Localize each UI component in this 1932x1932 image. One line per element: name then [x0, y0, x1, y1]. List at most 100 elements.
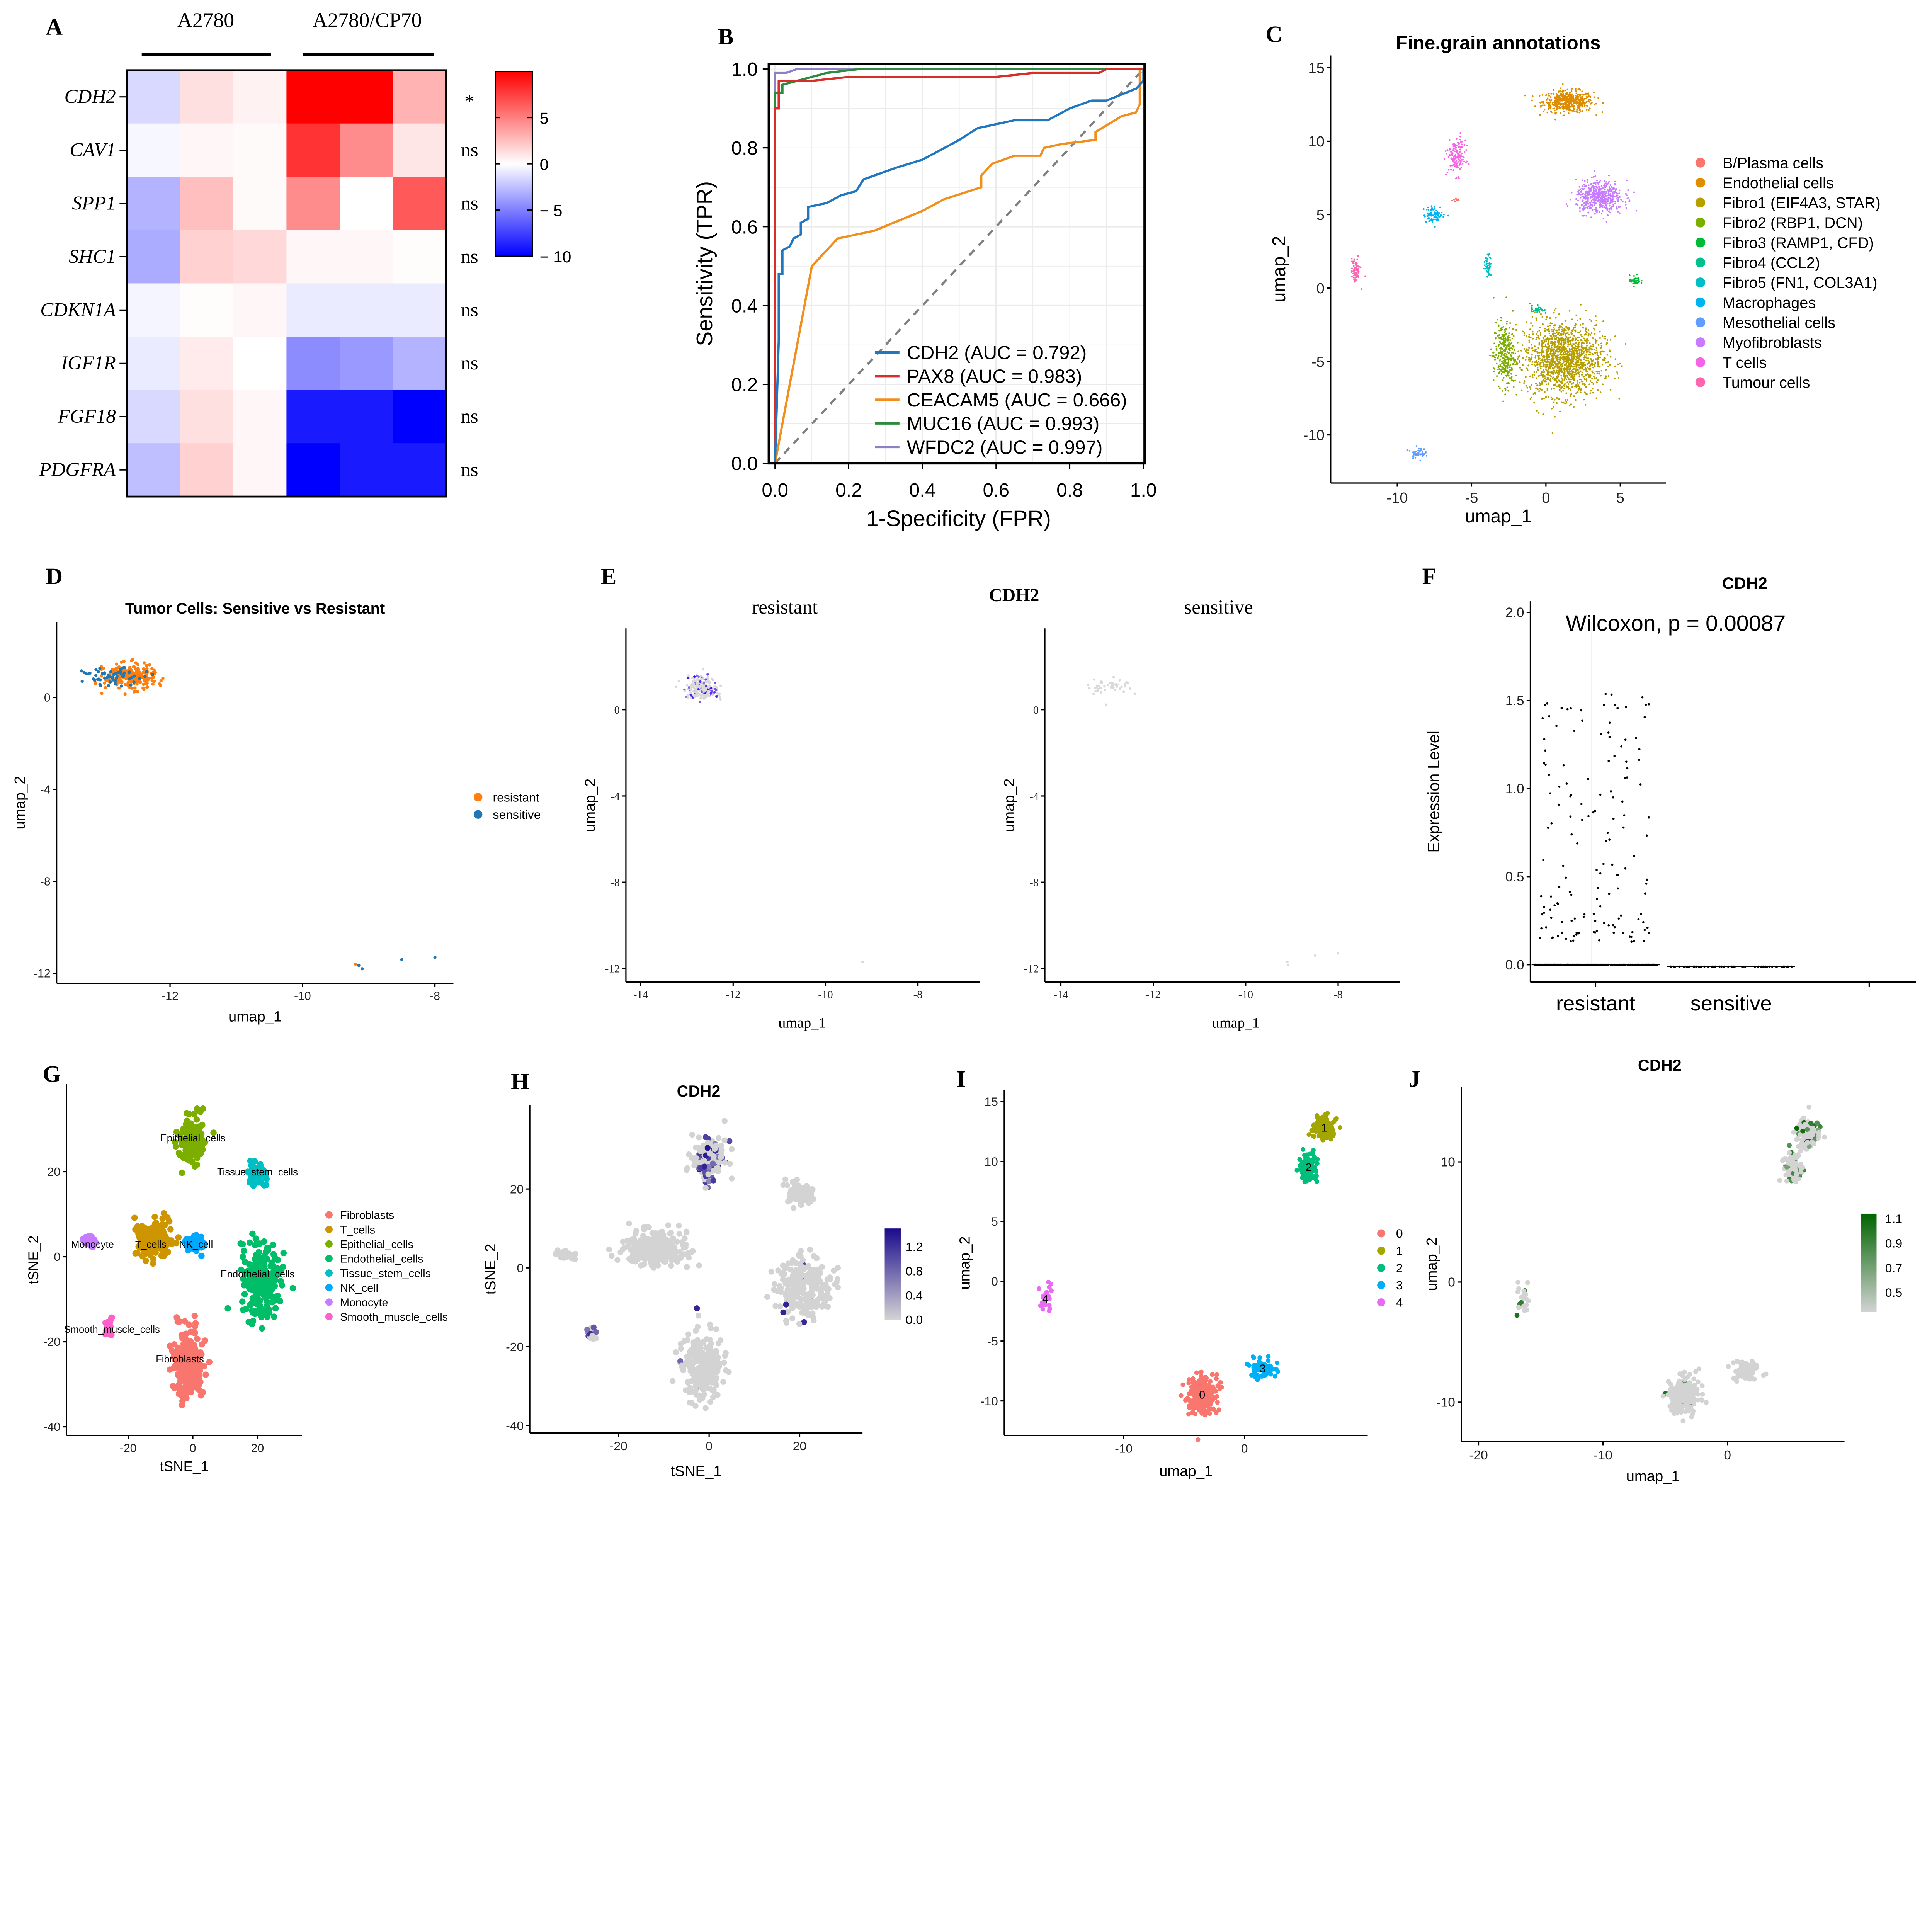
point: [1519, 367, 1521, 369]
point: [1569, 365, 1571, 367]
point: [1579, 210, 1581, 212]
point: [1460, 163, 1462, 165]
point: [1357, 276, 1359, 279]
point: [1581, 350, 1583, 352]
expressing-point: [687, 686, 690, 689]
point: [1598, 187, 1600, 189]
point: [1529, 359, 1531, 361]
point: [1573, 354, 1575, 355]
x-tick-label: -8: [430, 990, 440, 1003]
point: [1499, 387, 1501, 389]
point: [1509, 349, 1511, 352]
point: [1538, 344, 1540, 346]
expression-point: [1573, 917, 1576, 920]
point: [1595, 114, 1597, 116]
point: [1564, 98, 1566, 100]
expression-point: [1548, 715, 1551, 718]
point: [1553, 89, 1554, 91]
point: [142, 688, 146, 692]
point: [1562, 352, 1565, 354]
point: [1591, 378, 1593, 380]
point: [1353, 265, 1355, 267]
point: [1587, 329, 1589, 331]
expression-point: [1592, 931, 1595, 934]
point: [1568, 354, 1571, 356]
point: [1563, 342, 1565, 344]
expression-point: [1543, 912, 1545, 914]
point: [1575, 384, 1577, 386]
point: [707, 690, 710, 693]
point: [1558, 341, 1560, 344]
point: [1566, 336, 1568, 338]
point: [1626, 197, 1628, 199]
expressing-point: [715, 689, 718, 692]
expression-point: [1639, 783, 1642, 786]
expression-point: [1572, 939, 1575, 942]
legend-label: sensitive: [493, 808, 541, 821]
expression-point: [1611, 863, 1614, 866]
point: [1564, 372, 1566, 374]
point: [1541, 389, 1543, 391]
point: [1591, 361, 1593, 362]
point: [1585, 101, 1587, 103]
point: [1570, 364, 1572, 366]
point: [1540, 373, 1542, 375]
point: [1539, 367, 1542, 369]
point: [1577, 391, 1579, 393]
point: [1559, 384, 1561, 386]
point: [1560, 92, 1561, 95]
expressing-point: [706, 673, 709, 676]
point: [1583, 337, 1585, 339]
point: [1523, 332, 1525, 334]
point: [1586, 345, 1588, 347]
point: [1531, 356, 1533, 358]
point: [1581, 364, 1583, 366]
point: [119, 672, 123, 675]
point: [1566, 340, 1568, 342]
point: [103, 672, 106, 675]
point: [1553, 360, 1555, 362]
point: [1509, 339, 1511, 341]
point: [718, 696, 721, 699]
y-axis-label: umap_2: [12, 776, 28, 829]
expression-point: [1644, 892, 1646, 895]
point: [699, 693, 702, 696]
point: [1507, 360, 1509, 362]
facet-title: sensitive: [1184, 597, 1253, 618]
expression-point: [1599, 905, 1602, 908]
point: [1566, 357, 1568, 359]
point: [1582, 94, 1584, 96]
point: [1569, 367, 1571, 369]
point: [1537, 361, 1540, 363]
point: [1460, 141, 1462, 143]
plot-title: CDH2: [1722, 574, 1767, 593]
point: [1109, 686, 1112, 689]
point: [1578, 336, 1580, 338]
point: [108, 675, 112, 678]
point: [1497, 357, 1499, 359]
point: [1455, 148, 1457, 150]
point: [1459, 146, 1461, 148]
point: [1583, 202, 1585, 204]
point: [1599, 391, 1602, 393]
legend-key: [1695, 257, 1706, 267]
heatmap-cell: [393, 283, 447, 337]
point: [1571, 383, 1573, 385]
point: [1611, 186, 1613, 188]
panel-label-h: H: [511, 1069, 529, 1095]
point: [1595, 188, 1597, 190]
expression-point: [1603, 922, 1605, 924]
point: [696, 693, 699, 696]
point: [1577, 359, 1580, 361]
point: [1459, 139, 1461, 141]
point: [1560, 95, 1563, 97]
point: [1496, 362, 1498, 365]
point: [1512, 310, 1514, 312]
point: [1585, 349, 1587, 352]
point: [1590, 380, 1592, 382]
point: [1572, 366, 1574, 368]
point: [1507, 344, 1509, 347]
heatmap-cell: [127, 443, 181, 497]
point: [1595, 377, 1597, 379]
point: [1527, 390, 1529, 393]
